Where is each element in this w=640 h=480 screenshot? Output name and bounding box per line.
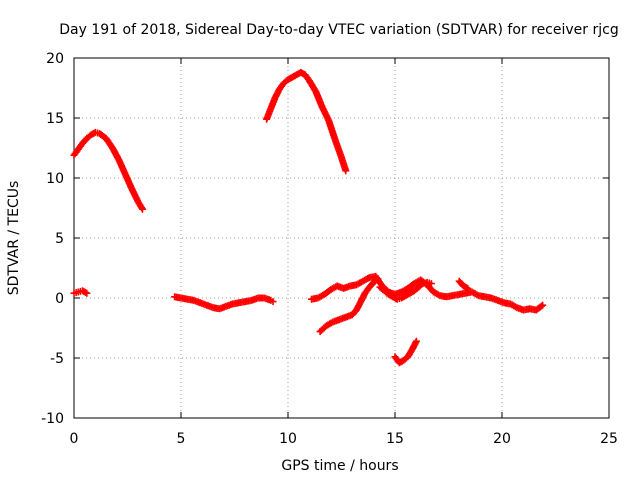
- y-tick-label: 0: [55, 291, 64, 307]
- data-point: [374, 275, 382, 283]
- series-arc-3: [70, 287, 91, 297]
- data-point: [427, 280, 435, 288]
- x-tick-label: 20: [493, 431, 511, 447]
- data-point: [539, 301, 547, 309]
- data-marks: [70, 68, 547, 367]
- series-arc-4: [171, 293, 277, 313]
- data-point: [138, 204, 146, 212]
- y-tick-label: 10: [46, 171, 64, 187]
- axis-ticks: 0 5 10 15 20 25 -10 -5 0 5 10 15 20: [41, 51, 618, 447]
- y-tick-label: -5: [50, 351, 64, 367]
- series-arc-7: [391, 337, 420, 367]
- x-axis-label: GPS time / hours: [281, 458, 398, 474]
- x-tick-label: 15: [386, 431, 404, 447]
- y-axis-label: SDTVAR / TECUs: [6, 181, 22, 296]
- chart-title: Day 191 of 2018, Sidereal Day-to-day VTE…: [59, 22, 618, 38]
- x-tick-label: 25: [600, 431, 618, 447]
- data-point: [83, 289, 91, 297]
- series-arc-9: [455, 277, 472, 292]
- data-point: [412, 337, 420, 345]
- y-tick-label: 20: [46, 51, 64, 67]
- series-arc-2: [263, 68, 350, 175]
- y-tick-label: 15: [46, 111, 64, 127]
- y-tick-label: 5: [55, 231, 64, 247]
- data-point: [372, 276, 380, 284]
- data-point: [138, 205, 146, 213]
- y-tick-label: -10: [41, 411, 64, 427]
- data-point: [417, 281, 425, 289]
- grid: [74, 58, 609, 418]
- x-tick-label: 5: [177, 431, 186, 447]
- data-point: [342, 167, 350, 175]
- series-arc-6: [316, 275, 382, 336]
- x-tick-label: 10: [279, 431, 297, 447]
- data-point: [81, 288, 89, 296]
- data-point: [537, 302, 545, 310]
- x-tick-label: 0: [70, 431, 79, 447]
- data-point: [269, 298, 277, 306]
- data-point: [464, 284, 472, 292]
- series-arc-8: [376, 278, 435, 303]
- series-arc-1: [70, 128, 146, 213]
